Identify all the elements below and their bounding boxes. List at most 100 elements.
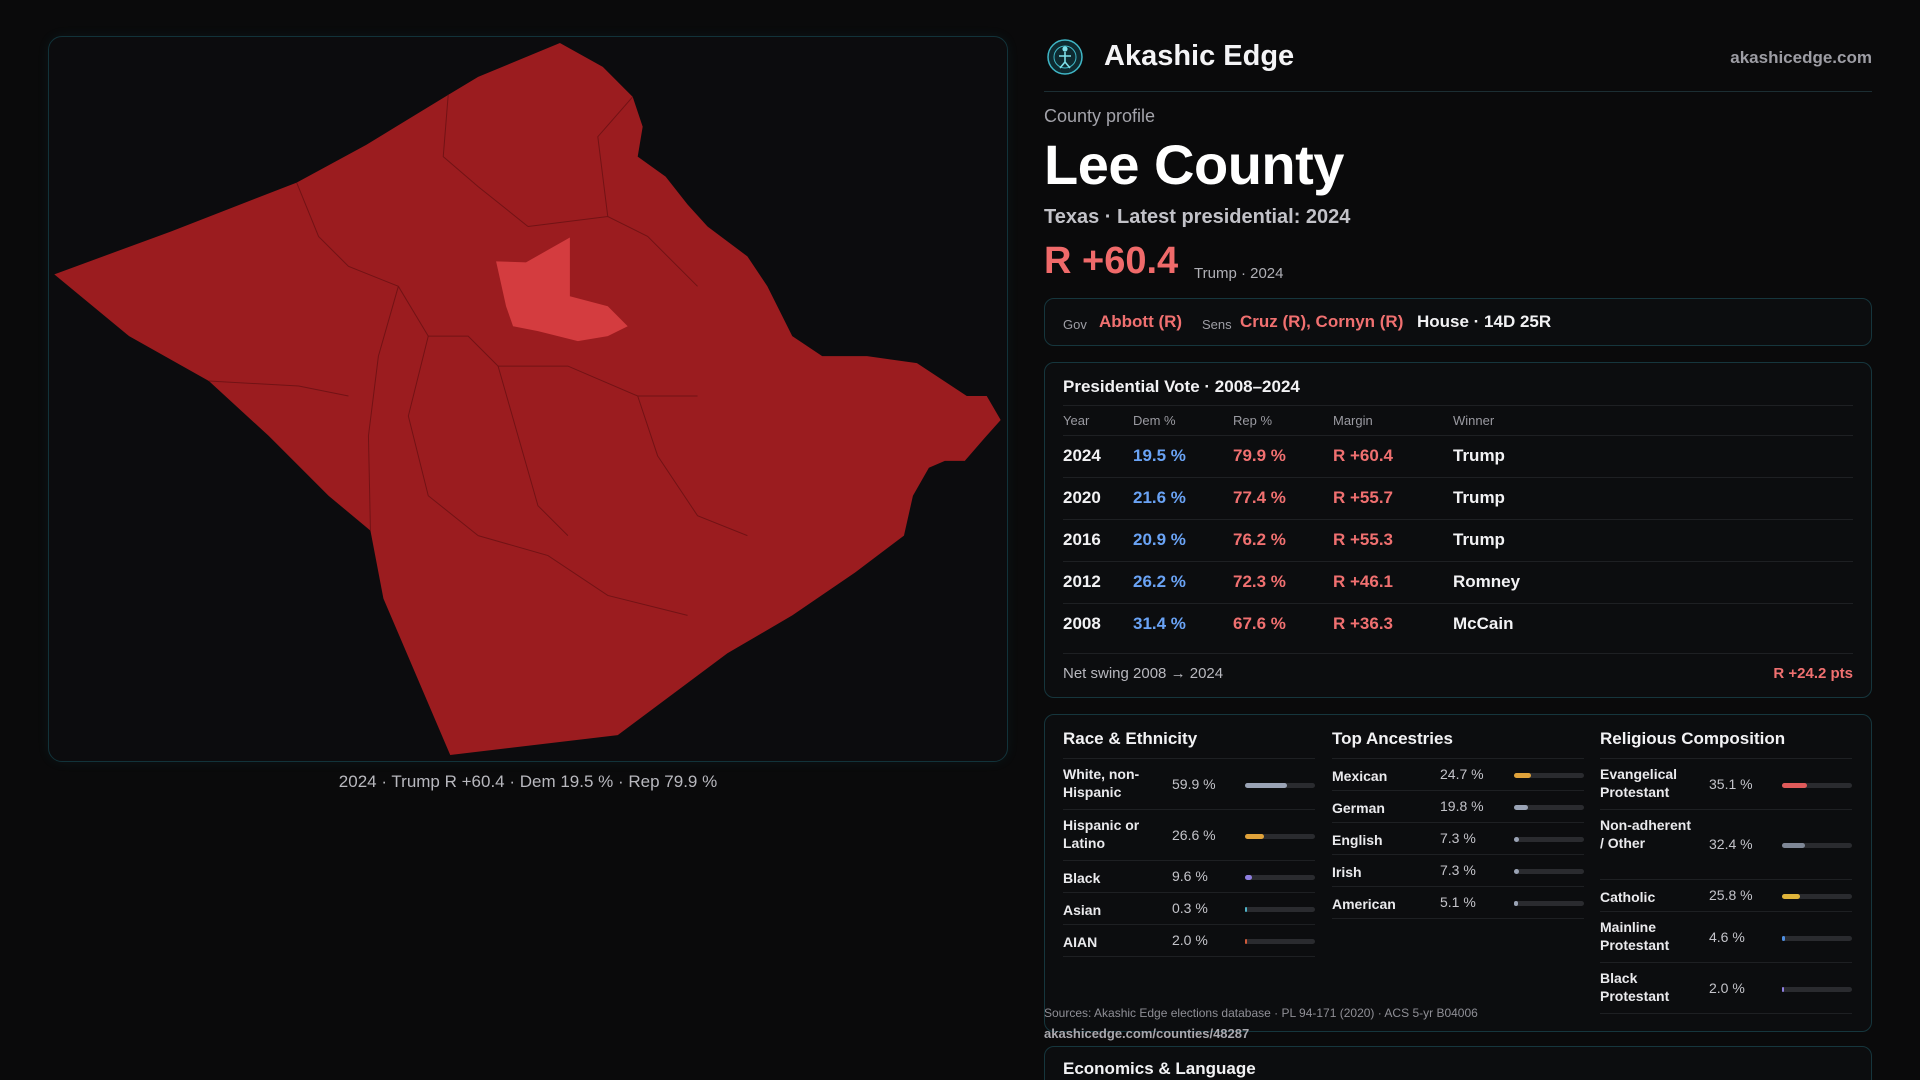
row-margin: R +55.7 (1333, 488, 1394, 507)
list-item: Black Protestant 2.0 % (1600, 963, 1852, 1014)
demo-value: 24.7 % (1440, 766, 1484, 782)
race-ethnicity-column: Race & Ethnicity White, non-Hispanic 59.9… (1063, 727, 1315, 957)
list-item: Evangelical Protestant 35.1 % (1600, 759, 1852, 810)
county-map-svg (54, 42, 1001, 756)
row-dem: 21.6 % (1133, 488, 1186, 507)
row-dem: 20.9 % (1133, 530, 1186, 549)
demo-bar-track (1782, 843, 1852, 848)
demo-value: 2.0 % (1172, 932, 1208, 948)
list-item: English 7.3 % (1332, 823, 1584, 855)
demo-bar-fill (1245, 939, 1247, 944)
demo-value: 0.3 % (1172, 900, 1208, 916)
list-item: White, non-Hispanic 59.9 % (1063, 759, 1315, 810)
demo-bar-fill (1245, 833, 1264, 839)
row-rep: 72.3 % (1233, 572, 1286, 591)
row-year: 2024 (1063, 446, 1101, 465)
map-caption: 2024 · Trump R +60.4 · Dem 19.5 % · Rep … (338, 772, 718, 791)
demo-bar-track (1782, 782, 1852, 788)
demographics-card: Race & Ethnicity White, non-Hispanic 59.9… (1044, 714, 1872, 1032)
demo-label: Mexican (1332, 768, 1388, 784)
demo-value: 9.6 % (1172, 868, 1208, 884)
col-dem: Dem % (1133, 413, 1176, 428)
table-row: 2020 21.6 % 77.4 % R +55.7 Trump (1063, 477, 1853, 519)
row-winner: Trump (1453, 446, 1505, 465)
list-item: Mexican 24.7 % (1332, 759, 1584, 791)
demo-bar-track (1245, 939, 1315, 944)
demo-bar-fill (1514, 901, 1518, 906)
presidential-vote-card: Presidential Vote · 2008–2024 Year Dem %… (1044, 362, 1872, 698)
county-map[interactable] (48, 36, 1008, 762)
latest-margin: R +60.4 (1044, 240, 1179, 282)
row-year: 2016 (1063, 530, 1101, 549)
demo-bar-fill (1782, 843, 1805, 848)
row-winner: McCain (1453, 614, 1514, 633)
brand-name[interactable]: Akashic Edge (1104, 40, 1295, 72)
row-dem: 19.5 % (1133, 446, 1186, 465)
row-winner: Trump (1453, 530, 1505, 549)
subdivision-lines (208, 94, 748, 616)
page-title: Lee County (1044, 133, 1344, 196)
demo-bar-fill (1514, 837, 1520, 842)
religion-column: Religious Composition Evangelical Protes… (1600, 727, 1852, 1014)
demo-bar-track (1782, 986, 1852, 992)
row-margin: R +46.1 (1333, 572, 1394, 591)
demo-value: 7.3 % (1440, 830, 1476, 846)
table-row: 2012 26.2 % 72.3 % R +46.1 Romney (1063, 561, 1853, 603)
profile-subtitle: Texas · Latest presidential: 2024 (1044, 206, 1351, 228)
county-shape[interactable] (54, 42, 1001, 756)
list-item: Non-adherent / Other 32.4 % (1600, 810, 1852, 880)
col-year: Year (1063, 413, 1090, 428)
demo-value: 32.4 % (1709, 836, 1753, 852)
demo-bar-track (1245, 875, 1315, 880)
row-margin: R +55.3 (1333, 530, 1394, 549)
demo-bar-track (1514, 805, 1584, 810)
presidential-title: Presidential Vote · 2008–2024 (1063, 377, 1300, 396)
demo-bar-fill (1782, 935, 1786, 941)
row-margin: R +60.4 (1333, 446, 1394, 465)
net-swing-label: Net swing 2008 → 2024 (1063, 665, 1224, 682)
sens-value: Cruz (R), Cornyn (R) (1240, 312, 1404, 331)
row-year: 2020 (1063, 488, 1101, 507)
list-item: Mainline Protestant 4.6 % (1600, 912, 1852, 963)
demo-label: American (1332, 896, 1396, 912)
ancestries-column: Top Ancestries Mexican 24.7 % German 19.8 %… (1332, 727, 1584, 919)
religion-title: Religious Composition (1600, 727, 1852, 759)
county-profile-panel: Akashic Edge akashicedge.com County prof… (1044, 0, 1872, 1080)
economics-card: Economics & Language (1044, 1046, 1872, 1080)
sens-label: Sens (1202, 317, 1232, 332)
demo-value: 59.9 % (1172, 775, 1216, 792)
demo-value: 19.8 % (1440, 798, 1484, 814)
demo-value: 5.1 % (1440, 894, 1476, 910)
divider (1063, 405, 1853, 406)
table-row: 2024 19.5 % 79.9 % R +60.4 Trump (1063, 435, 1853, 477)
demo-bar-fill (1782, 782, 1807, 788)
demo-label: Catholic (1600, 889, 1656, 905)
list-item: AIAN 2.0 % (1063, 925, 1315, 957)
row-year: 2008 (1063, 614, 1101, 633)
demo-value: 35.1 % (1709, 775, 1753, 792)
row-year: 2012 (1063, 572, 1101, 591)
officials-card: Gov Abbott (R) Sens Cruz (R), Cornyn (R)… (1044, 298, 1872, 346)
list-item: Irish 7.3 % (1332, 855, 1584, 887)
source-link[interactable]: akashicedge.com/counties/48287 (1044, 1026, 1250, 1041)
demo-label: German (1332, 800, 1385, 816)
brand-site[interactable]: akashicedge.com (1730, 48, 1872, 67)
row-winner: Romney (1453, 572, 1521, 591)
profile-kicker: County profile (1044, 106, 1156, 126)
demo-label: Black Protestant (1600, 970, 1670, 1004)
gov-value: Abbott (R) (1099, 312, 1183, 331)
list-item: American 5.1 % (1332, 887, 1584, 919)
col-rep: Rep % (1233, 413, 1273, 428)
globe-figure-icon[interactable] (1046, 38, 1084, 76)
highlighted-subdivision[interactable] (496, 237, 628, 342)
col-margin: Margin (1333, 413, 1373, 428)
economics-title: Economics & Language (1063, 1059, 1256, 1078)
gov-label: Gov (1063, 317, 1087, 332)
demo-bar-track (1245, 782, 1315, 788)
house-value: House · 14D 25R (1417, 312, 1552, 331)
demo-value: 2.0 % (1709, 979, 1745, 996)
demo-bar-track (1245, 833, 1315, 839)
demo-bar-track (1782, 894, 1852, 899)
list-item: Catholic 25.8 % (1600, 880, 1852, 912)
demo-bar-fill (1245, 782, 1287, 788)
